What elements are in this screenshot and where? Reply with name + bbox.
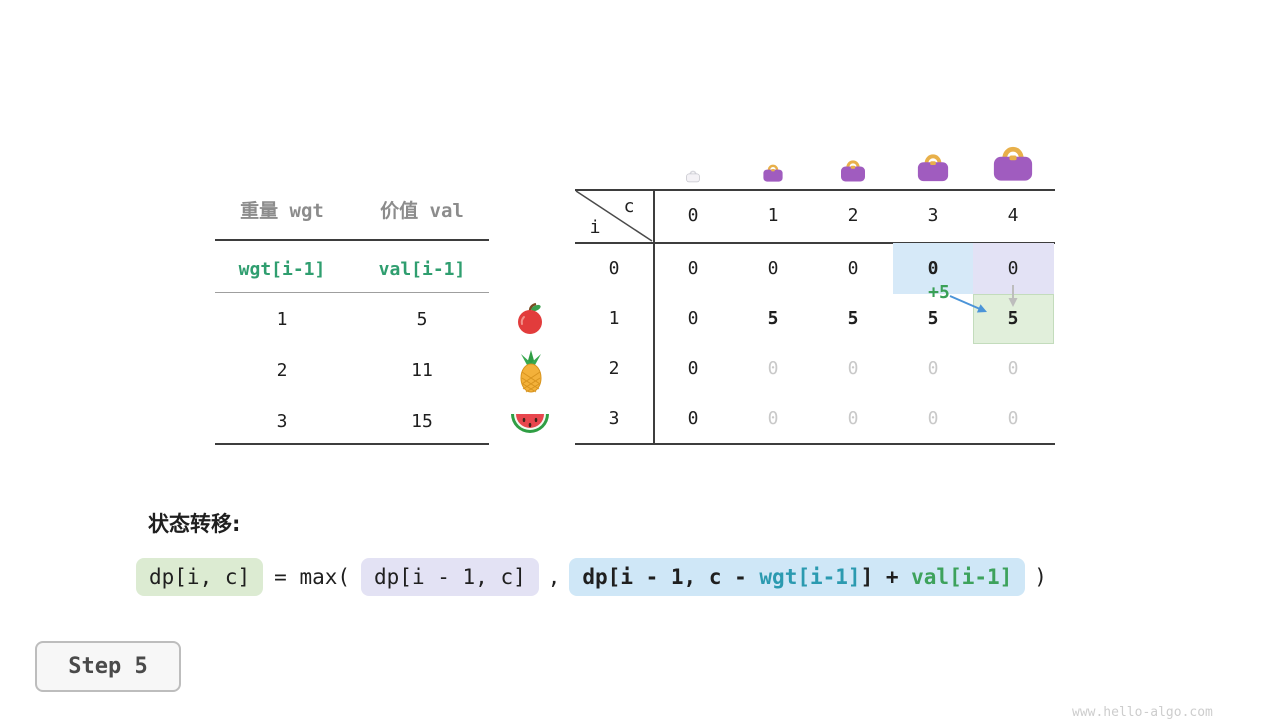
dp-col-header-0: 0 bbox=[687, 205, 699, 226]
item-row-1-wgt: 1 bbox=[276, 309, 288, 330]
bag-medium-icon bbox=[838, 156, 868, 187]
bag-large-icon bbox=[914, 149, 952, 187]
dp-cell-1-2: 5 bbox=[847, 308, 859, 329]
dp-cell-2-1: 0 bbox=[767, 358, 779, 379]
items-table: 重量 wgt 价值 val wgt[i-1] val[i-1] 1 5 2 11… bbox=[215, 190, 489, 446]
dp-cell-0-1: 0 bbox=[767, 258, 779, 279]
formula-take-term: dp[i - 1, c - wgt[i-1]] + val[i-1] bbox=[569, 558, 1026, 596]
item-row-1-val: 5 bbox=[416, 309, 428, 330]
dp-cell-3-4: 0 bbox=[1007, 408, 1019, 429]
items-table-header-rule bbox=[215, 239, 489, 241]
dp-cell-3-2: 0 bbox=[847, 408, 859, 429]
formula-target-term: dp[i, c] bbox=[136, 558, 264, 596]
take-term-wgt-token: wgt[i-1] bbox=[759, 565, 861, 589]
dp-row-header-3: 3 bbox=[608, 408, 620, 429]
dp-row-header-2: 2 bbox=[608, 358, 620, 379]
items-table-header-val: 价值 val bbox=[380, 200, 464, 222]
watermelon-icon bbox=[509, 407, 551, 437]
transition-formula: dp[i, c] = max( dp[i - 1, c] , dp[i - 1,… bbox=[136, 558, 1047, 596]
dp-table-vertical-rule bbox=[653, 189, 655, 445]
dp-cell-1-3: 5 bbox=[927, 308, 939, 329]
formula-comma: , bbox=[547, 565, 561, 589]
dp-table-top-rule bbox=[575, 189, 1055, 191]
dp-table-header-rule bbox=[575, 242, 1055, 244]
items-table-header-wgt: 重量 wgt bbox=[240, 200, 324, 222]
item-row-3-wgt: 3 bbox=[276, 411, 288, 432]
dp-highlight-take-source-cell bbox=[893, 243, 973, 294]
dp-cell-1-0: 0 bbox=[687, 308, 699, 329]
dp-cell-0-3: 0 bbox=[927, 258, 939, 279]
dp-table: c i 0 1 2 3 4 0 1 2 3 0 0 0 0 0 0 5 5 5 … bbox=[575, 130, 1056, 446]
dp-cell-0-2: 0 bbox=[847, 258, 859, 279]
formula-skip-term: dp[i - 1, c] bbox=[361, 558, 539, 596]
dp-col-header-4: 4 bbox=[1007, 205, 1019, 226]
dp-corner-col-label: c bbox=[623, 196, 635, 217]
dp-cell-3-1: 0 bbox=[767, 408, 779, 429]
dp-cell-0-4: 0 bbox=[1007, 258, 1019, 279]
apple-icon bbox=[512, 300, 548, 336]
bag-xlarge-icon bbox=[989, 140, 1037, 187]
bag-small-icon bbox=[761, 161, 785, 187]
step-button[interactable]: Step 5 bbox=[35, 641, 181, 692]
dp-cell-2-3: 0 bbox=[927, 358, 939, 379]
bag-tiny-icon bbox=[685, 168, 701, 187]
item-row-2-val: 11 bbox=[411, 360, 433, 381]
dp-col-header-2: 2 bbox=[847, 205, 859, 226]
items-table-sub-val: val[i-1] bbox=[378, 259, 466, 280]
dp-col-header-1: 1 bbox=[767, 205, 779, 226]
pineapple-icon bbox=[514, 350, 548, 394]
item-row-2-wgt: 2 bbox=[276, 360, 288, 381]
transition-title: 状态转移: bbox=[148, 512, 241, 536]
dp-col-header-3: 3 bbox=[927, 205, 939, 226]
plus-value-annotation: +5 bbox=[928, 282, 950, 303]
dp-corner-row-label: i bbox=[589, 217, 601, 238]
dp-cell-0-0: 0 bbox=[687, 258, 699, 279]
dp-row-header-1: 1 bbox=[608, 308, 620, 329]
dp-cell-1-1: 5 bbox=[767, 308, 779, 329]
items-table-sub-rule bbox=[215, 292, 489, 293]
items-table-sub-wgt: wgt[i-1] bbox=[238, 259, 326, 280]
dp-cell-1-4: 5 bbox=[1007, 308, 1019, 329]
formula-operator: = max( bbox=[274, 565, 351, 589]
dp-cell-3-3: 0 bbox=[927, 408, 939, 429]
watermark: www.hello-algo.com bbox=[1072, 705, 1213, 720]
formula-close-paren: ) bbox=[1034, 565, 1047, 589]
dp-cell-2-0: 0 bbox=[687, 358, 699, 379]
take-term-val-token: val[i-1] bbox=[911, 565, 1013, 589]
dp-cell-2-2: 0 bbox=[847, 358, 859, 379]
items-table-bottom-rule bbox=[215, 443, 489, 445]
take-term-mid: ] + bbox=[860, 565, 912, 589]
item-row-3-val: 15 bbox=[411, 411, 433, 432]
take-term-prefix: dp[i - 1, c - bbox=[582, 565, 760, 589]
dp-cell-3-0: 0 bbox=[687, 408, 699, 429]
dp-row-header-0: 0 bbox=[608, 258, 620, 279]
dp-table-bottom-rule bbox=[575, 443, 1055, 445]
dp-cell-2-4: 0 bbox=[1007, 358, 1019, 379]
